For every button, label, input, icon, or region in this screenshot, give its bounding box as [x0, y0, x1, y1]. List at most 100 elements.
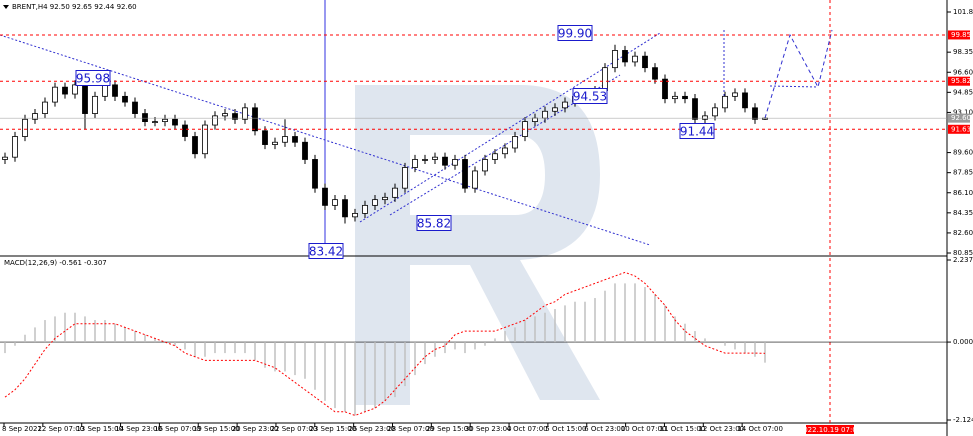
- x-tick-label: 12 Oct 23:00: [698, 425, 744, 433]
- candle-body: [262, 130, 268, 145]
- candle-body: [622, 50, 628, 63]
- x-tick-label: 22 Sep 07:00: [271, 425, 318, 433]
- annotation-box: [416, 215, 452, 231]
- candle-body: [462, 159, 468, 189]
- annotation-label: 94.53: [573, 90, 607, 104]
- candle-body: [62, 86, 68, 95]
- x-tick-label: 23 Sep 15:00: [309, 425, 356, 433]
- x-tick-label: 19 Sep 15:00: [193, 425, 240, 433]
- candle-body: [722, 95, 728, 109]
- candle-body: [442, 156, 448, 166]
- level-tag: [948, 76, 970, 86]
- x-tick-label: 5 Oct 15:00: [545, 425, 586, 433]
- candle-body: [642, 55, 648, 69]
- annotation-label: 95.98: [76, 72, 110, 86]
- x-tick-label: 12 Sep 07:00: [37, 425, 84, 433]
- candle-body: [282, 136, 288, 143]
- y-tick-label: 89.60: [953, 149, 973, 157]
- candle-body: [452, 159, 458, 166]
- signal-line: [4, 271, 766, 416]
- candle-body: [202, 124, 208, 155]
- candle-body: [292, 136, 298, 143]
- candle-body: [652, 67, 658, 80]
- indicator-title: MACD(12,26,9) -0.561 -0.307: [4, 259, 107, 267]
- candle-body: [192, 136, 198, 155]
- x-tick-label: 6 Oct 23:00: [584, 425, 625, 433]
- candle-body: [662, 78, 668, 100]
- candle-body: [22, 118, 28, 137]
- chart-title: BRENT,H4 92.50 92.65 92.44 92.60: [12, 3, 137, 11]
- cursor-label: 2022.10.19 07:00: [799, 426, 861, 434]
- forecast-line: [764, 29, 833, 119]
- candle-body: [272, 141, 278, 145]
- annotation-label: 85.82: [417, 217, 451, 231]
- annotation-label: 99.90: [558, 27, 592, 41]
- forecast-line: [769, 85, 819, 88]
- candle-body: [42, 101, 48, 114]
- candle-body: [482, 159, 488, 172]
- level-label: 99.85: [951, 31, 971, 39]
- candle-body: [112, 84, 118, 97]
- x-tick-label: 11 Oct 15:00: [660, 425, 706, 433]
- candle-body: [242, 107, 248, 120]
- candle-body: [302, 141, 308, 160]
- candle-body: [382, 196, 388, 201]
- candle-body: [162, 118, 168, 122]
- y-tick-label: 101.85: [953, 8, 973, 16]
- candle-body: [122, 95, 128, 103]
- annotation-box: [572, 88, 608, 104]
- y-tick-label: 94.85: [953, 88, 973, 96]
- y-tick-label: 84.35: [953, 209, 973, 217]
- y-tick-label: 0.000: [953, 338, 973, 346]
- watermark-stem: [355, 85, 410, 405]
- candle-body: [152, 121, 158, 123]
- candle-body: [132, 101, 138, 114]
- candle-body: [52, 86, 58, 103]
- level-label: 92.60: [951, 114, 971, 122]
- watermark: [355, 85, 600, 405]
- y-tick-label: 82.60: [953, 229, 973, 237]
- candle-body: [632, 55, 638, 63]
- candle-body: [392, 187, 398, 198]
- x-tick-label: 8 Sep 2022: [2, 425, 42, 433]
- candle-body: [692, 98, 698, 120]
- y-tick-label: 93.10: [953, 108, 973, 116]
- candle-body: [512, 136, 518, 149]
- candle-body: [2, 156, 8, 160]
- collapse-icon: [3, 5, 9, 9]
- x-tick-label: 26 Sep 23:00: [348, 425, 395, 433]
- candle-body: [82, 84, 88, 114]
- candle-body: [502, 147, 508, 155]
- annotation-box: [679, 123, 715, 139]
- annotation-label: 83.42: [309, 245, 343, 259]
- candle-body: [12, 136, 18, 158]
- candle-body: [322, 187, 328, 206]
- candle-body: [352, 213, 358, 218]
- candle-body: [732, 92, 738, 97]
- candle-body: [422, 159, 428, 161]
- y-tick-label: 86.10: [953, 189, 973, 197]
- candle-body: [252, 107, 258, 132]
- candle-body: [612, 50, 618, 69]
- x-tick-label: 10 Oct 07:00: [621, 425, 667, 433]
- x-tick-label: 30 Sep 23:00: [465, 425, 512, 433]
- y-tick-label: 2.237: [953, 256, 973, 264]
- candle-body: [532, 117, 538, 122]
- candle-body: [752, 107, 758, 120]
- level-label: 91.63: [951, 125, 971, 133]
- y-tick-label: 98.35: [953, 48, 973, 56]
- x-tick-label: 16 Sep 07:00: [154, 425, 201, 433]
- x-tick-label: 4 Oct 07:00: [506, 425, 547, 433]
- candle-body: [332, 199, 338, 206]
- candle-body: [232, 113, 238, 120]
- candle-body: [142, 113, 148, 122]
- candle-body: [222, 113, 228, 117]
- annotation-box: [308, 243, 344, 259]
- candle-body: [32, 113, 38, 120]
- x-tick-label: 14 Sep 23:00: [115, 425, 162, 433]
- annotation-box: [557, 25, 593, 41]
- candle-body: [702, 115, 708, 120]
- candle-body: [312, 159, 318, 189]
